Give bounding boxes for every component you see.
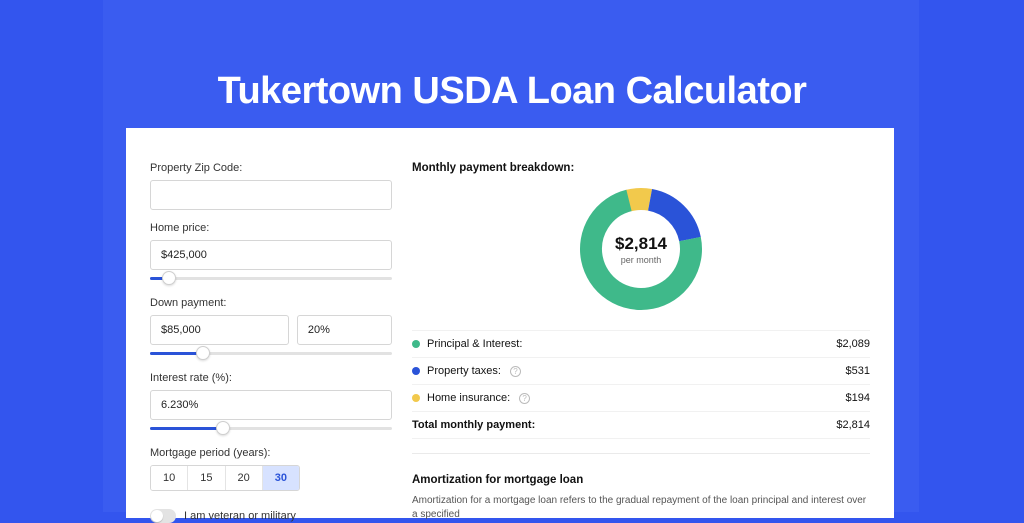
legend: Principal & Interest: $2,089 Property taxe… xyxy=(412,330,870,439)
mortgage-period-label: Mortgage period (years): xyxy=(150,447,392,459)
total-value: $2,814 xyxy=(836,419,870,431)
zip-input[interactable] xyxy=(150,180,392,210)
breakdown-panel: Monthly payment breakdown: $2,814 per mo… xyxy=(412,152,870,518)
home-price-input[interactable] xyxy=(150,240,392,270)
zip-label: Property Zip Code: xyxy=(150,162,392,174)
veteran-toggle[interactable] xyxy=(150,509,176,523)
mortgage-period-option[interactable]: 15 xyxy=(188,466,225,490)
interest-rate-input[interactable] xyxy=(150,390,392,420)
slider-thumb[interactable] xyxy=(196,346,210,360)
legend-value: $2,089 xyxy=(836,338,870,350)
legend-dot xyxy=(412,367,420,375)
down-payment-label: Down payment: xyxy=(150,297,392,309)
mortgage-period-option[interactable]: 30 xyxy=(263,466,299,490)
legend-dot xyxy=(412,394,420,402)
help-icon[interactable]: ? xyxy=(519,393,530,404)
breakdown-heading: Monthly payment breakdown: xyxy=(412,162,870,174)
home-price-label: Home price: xyxy=(150,222,392,234)
help-icon[interactable]: ? xyxy=(510,366,521,377)
legend-label: Property taxes: xyxy=(427,365,501,377)
mortgage-period-segmented: 10152030 xyxy=(150,465,300,491)
calculator-card: Property Zip Code: Home price: Down paym… xyxy=(126,128,894,518)
down-payment-slider[interactable] xyxy=(150,348,392,360)
page-title: Tukertown USDA Loan Calculator xyxy=(0,70,1024,113)
amortization-heading: Amortization for mortgage loan xyxy=(412,474,870,486)
legend-row: Property taxes:? $531 xyxy=(412,357,870,384)
legend-value: $531 xyxy=(846,365,870,377)
interest-rate-label: Interest rate (%): xyxy=(150,372,392,384)
legend-dot xyxy=(412,340,420,348)
payment-donut-chart: $2,814 per month xyxy=(578,186,704,312)
legend-label: Principal & Interest: xyxy=(427,338,522,350)
legend-row: Home insurance:? $194 xyxy=(412,384,870,411)
inputs-panel: Property Zip Code: Home price: Down paym… xyxy=(150,152,392,518)
down-payment-percent-input[interactable] xyxy=(297,315,392,345)
home-price-slider[interactable] xyxy=(150,273,392,285)
amortization-text: Amortization for a mortgage loan refers … xyxy=(412,494,870,522)
down-payment-amount-input[interactable] xyxy=(150,315,289,345)
interest-rate-slider[interactable] xyxy=(150,423,392,435)
total-row: Total monthly payment: $2,814 xyxy=(412,411,870,439)
mortgage-period-option[interactable]: 10 xyxy=(151,466,188,490)
donut-amount: $2,814 xyxy=(615,234,667,254)
donut-sublabel: per month xyxy=(621,255,662,265)
mortgage-period-option[interactable]: 20 xyxy=(226,466,263,490)
slider-thumb[interactable] xyxy=(216,421,230,435)
slider-thumb[interactable] xyxy=(162,271,176,285)
legend-row: Principal & Interest: $2,089 xyxy=(412,330,870,357)
legend-value: $194 xyxy=(846,392,870,404)
legend-label: Home insurance: xyxy=(427,392,510,404)
total-label: Total monthly payment: xyxy=(412,419,535,431)
